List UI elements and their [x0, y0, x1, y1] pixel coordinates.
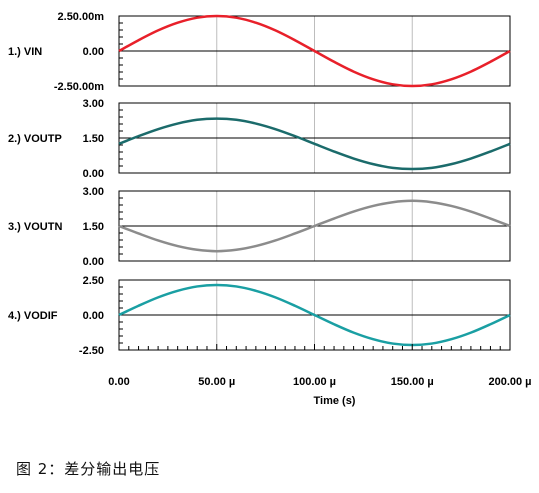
y-tick-label: 3.00 — [83, 186, 104, 198]
x-tick-label: 100.00 µ — [293, 376, 336, 388]
y-tick-label: 2.50 — [83, 275, 104, 287]
y-tick-label: 2.50.00m — [58, 11, 105, 23]
y-tick-label: 0.00 — [83, 256, 104, 268]
panel-label: 3.) VOUTN — [8, 221, 62, 233]
y-tick-label: 0.00 — [83, 310, 104, 322]
chart: 2.50.00m 0.00 -2.50.00m 1.) VIN 3.00 1.50 0.00… — [8, 11, 532, 407]
panel-label: 1.) VIN — [8, 46, 42, 58]
y-tick-label: -2.50.00m — [54, 81, 104, 93]
series-line — [118, 199, 511, 253]
y-tick-label: 0.00 — [83, 46, 104, 58]
x-tick-label: 0.00 — [108, 376, 129, 388]
y-tick-label: 1.50 — [83, 133, 104, 145]
figure-caption: 图 2：差分输出电压 — [16, 460, 161, 478]
x-tick-label: 200.00 µ — [488, 376, 531, 388]
y-tick-label: -2.50 — [79, 345, 104, 357]
y-tick-label: 1.50 — [83, 221, 104, 233]
series-line — [118, 283, 511, 347]
x-tick-label: 50.00 µ — [198, 376, 235, 388]
x-tick-label: 150.00 µ — [391, 376, 434, 388]
series-line — [118, 14, 511, 88]
y-tick-label: 3.00 — [83, 98, 104, 110]
panel-label: 2.) VOUTP — [8, 133, 62, 145]
series-line — [118, 117, 511, 171]
panel-label: 4.) VODIF — [8, 310, 58, 322]
x-axis-title: Time (s) — [314, 395, 356, 407]
y-tick-label: 0.00 — [83, 168, 104, 180]
